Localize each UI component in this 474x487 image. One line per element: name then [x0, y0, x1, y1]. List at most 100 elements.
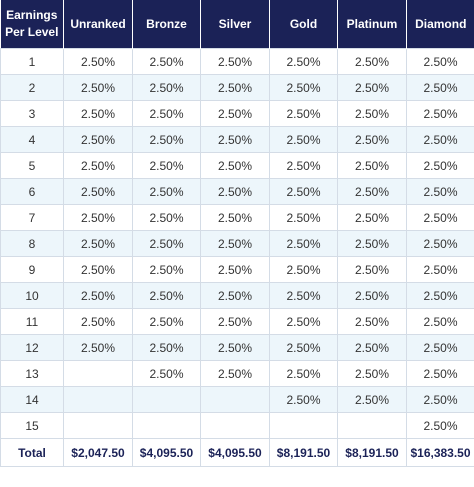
cell-diamond: 2.50% [406, 100, 474, 127]
cell-gold: 2.50% [269, 360, 338, 387]
total-diamond: $16,383.50 [406, 438, 474, 467]
cell-level: 13 [0, 360, 64, 387]
cell-bronze: 2.50% [132, 178, 201, 205]
cell-gold: 2.50% [269, 230, 338, 257]
cell-bronze: 2.50% [132, 204, 201, 231]
header-bronze: Bronze [132, 0, 201, 49]
cell-level: 8 [0, 230, 64, 257]
cell-silver: 2.50% [200, 230, 270, 257]
cell-platinum: 2.50% [337, 204, 407, 231]
cell-bronze: 2.50% [132, 334, 201, 361]
cell-gold: 2.50% [269, 48, 338, 75]
cell-level: 5 [0, 152, 64, 179]
cell-unranked: 2.50% [63, 48, 133, 75]
cell-diamond: 2.50% [406, 74, 474, 101]
cell-gold: 2.50% [269, 74, 338, 101]
table-body: 1 2.50% 2.50% 2.50% 2.50% 2.50% 2.50% 2 2.50% 2.5… [0, 48, 474, 467]
cell-diamond: 2.50% [406, 48, 474, 75]
cell-bronze [132, 386, 201, 413]
cell-diamond: 2.50% [406, 152, 474, 179]
table-row: 15 2.50% [0, 412, 474, 439]
table-row: 7 2.50% 2.50% 2.50% 2.50% 2.50% 2.50% [0, 204, 474, 231]
table-row: 6 2.50% 2.50% 2.50% 2.50% 2.50% 2.50% [0, 178, 474, 205]
cell-bronze: 2.50% [132, 100, 201, 127]
table-row: 8 2.50% 2.50% 2.50% 2.50% 2.50% 2.50% [0, 230, 474, 257]
cell-silver: 2.50% [200, 178, 270, 205]
cell-platinum: 2.50% [337, 386, 407, 413]
cell-platinum: 2.50% [337, 152, 407, 179]
table-row: 4 2.50% 2.50% 2.50% 2.50% 2.50% 2.50% [0, 126, 474, 153]
cell-diamond: 2.50% [406, 412, 474, 439]
cell-gold: 2.50% [269, 308, 338, 335]
cell-unranked: 2.50% [63, 152, 133, 179]
cell-platinum: 2.50% [337, 74, 407, 101]
cell-diamond: 2.50% [406, 230, 474, 257]
cell-bronze: 2.50% [132, 74, 201, 101]
cell-platinum: 2.50% [337, 230, 407, 257]
table-row: 13 2.50% 2.50% 2.50% 2.50% 2.50% [0, 360, 474, 387]
cell-platinum: 2.50% [337, 360, 407, 387]
table-row: 10 2.50% 2.50% 2.50% 2.50% 2.50% 2.50% [0, 282, 474, 309]
total-gold: $8,191.50 [269, 438, 338, 467]
cell-bronze: 2.50% [132, 152, 201, 179]
cell-silver: 2.50% [200, 360, 270, 387]
cell-platinum [337, 412, 407, 439]
cell-unranked: 2.50% [63, 282, 133, 309]
cell-unranked: 2.50% [63, 178, 133, 205]
cell-level: 1 [0, 48, 64, 75]
cell-bronze [132, 412, 201, 439]
header-earnings-per-level: Earnings Per Level [0, 0, 64, 49]
cell-platinum: 2.50% [337, 100, 407, 127]
cell-bronze: 2.50% [132, 360, 201, 387]
cell-silver: 2.50% [200, 204, 270, 231]
cell-unranked [63, 386, 133, 413]
cell-silver: 2.50% [200, 282, 270, 309]
table-row: 3 2.50% 2.50% 2.50% 2.50% 2.50% 2.50% [0, 100, 474, 127]
cell-silver: 2.50% [200, 74, 270, 101]
cell-diamond: 2.50% [406, 308, 474, 335]
total-bronze: $4,095.50 [132, 438, 201, 467]
table-row: 2 2.50% 2.50% 2.50% 2.50% 2.50% 2.50% [0, 74, 474, 101]
cell-level: 12 [0, 334, 64, 361]
header-diamond: Diamond [406, 0, 474, 49]
header-unranked: Unranked [63, 0, 133, 49]
total-unranked: $2,047.50 [63, 438, 133, 467]
table-row: 14 2.50% 2.50% 2.50% [0, 386, 474, 413]
cell-gold: 2.50% [269, 178, 338, 205]
total-silver: $4,095.50 [200, 438, 270, 467]
cell-unranked: 2.50% [63, 74, 133, 101]
cell-silver: 2.50% [200, 334, 270, 361]
total-platinum: $8,191.50 [337, 438, 407, 467]
table-row: 11 2.50% 2.50% 2.50% 2.50% 2.50% 2.50% [0, 308, 474, 335]
cell-diamond: 2.50% [406, 334, 474, 361]
cell-level: 7 [0, 204, 64, 231]
table-header: Earnings Per Level Unranked Bronze Silve… [0, 0, 474, 49]
cell-bronze: 2.50% [132, 230, 201, 257]
cell-unranked: 2.50% [63, 100, 133, 127]
header-gold: Gold [269, 0, 338, 49]
cell-unranked: 2.50% [63, 334, 133, 361]
cell-platinum: 2.50% [337, 334, 407, 361]
cell-diamond: 2.50% [406, 204, 474, 231]
table-row: 9 2.50% 2.50% 2.50% 2.50% 2.50% 2.50% [0, 256, 474, 283]
cell-diamond: 2.50% [406, 360, 474, 387]
cell-level: 14 [0, 386, 64, 413]
cell-level: 2 [0, 74, 64, 101]
cell-gold: 2.50% [269, 282, 338, 309]
cell-silver: 2.50% [200, 48, 270, 75]
cell-diamond: 2.50% [406, 386, 474, 413]
cell-gold: 2.50% [269, 152, 338, 179]
cell-silver: 2.50% [200, 152, 270, 179]
cell-diamond: 2.50% [406, 126, 474, 153]
header-silver: Silver [200, 0, 270, 49]
cell-gold: 2.50% [269, 100, 338, 127]
cell-level: 9 [0, 256, 64, 283]
header-row: Earnings Per Level Unranked Bronze Silve… [0, 0, 474, 49]
cell-level: 15 [0, 412, 64, 439]
cell-unranked: 2.50% [63, 126, 133, 153]
table-row: 1 2.50% 2.50% 2.50% 2.50% 2.50% 2.50% [0, 48, 474, 75]
cell-diamond: 2.50% [406, 178, 474, 205]
cell-silver [200, 386, 270, 413]
cell-bronze: 2.50% [132, 48, 201, 75]
cell-unranked: 2.50% [63, 230, 133, 257]
